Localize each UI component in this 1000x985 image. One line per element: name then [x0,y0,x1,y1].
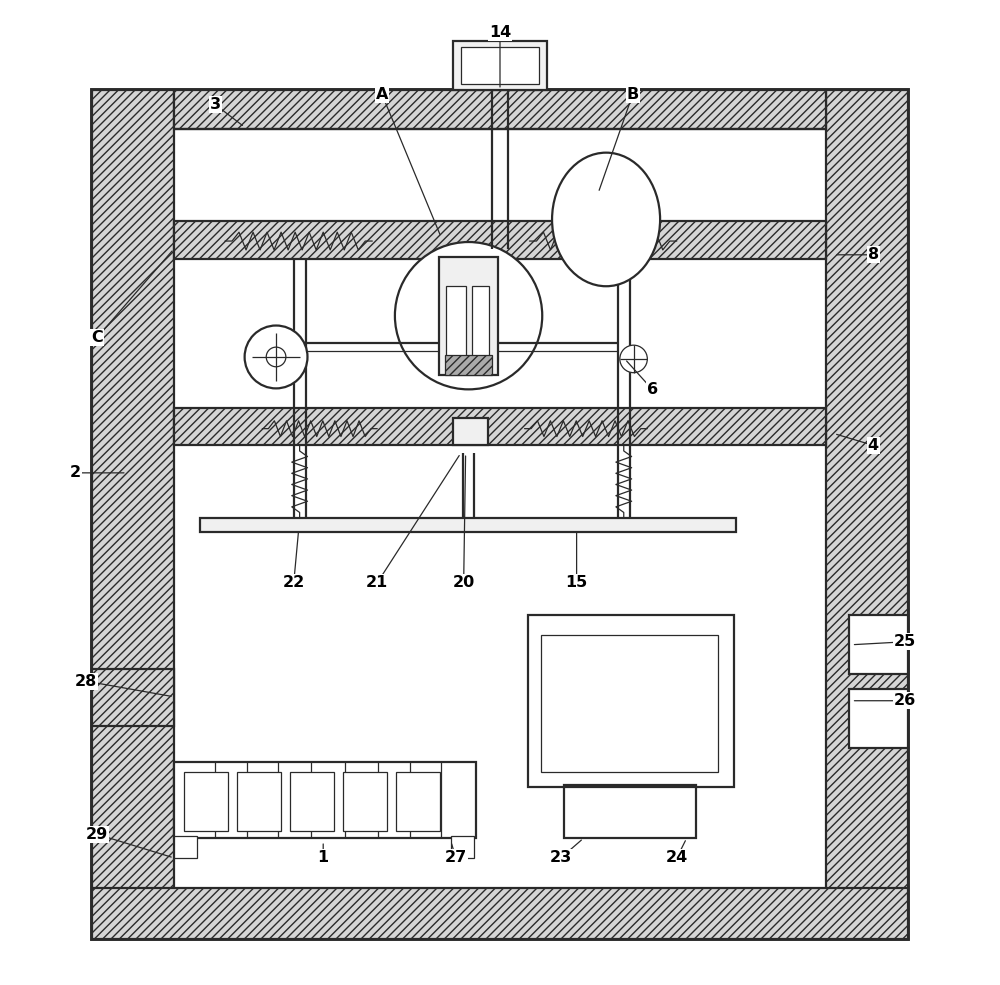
Bar [174,761,476,838]
Bar [451,836,474,858]
Bar [541,635,718,772]
Bar [174,222,826,259]
Bar [174,836,197,858]
Text: C: C [91,330,103,345]
Bar [446,287,466,357]
Text: 4: 4 [868,438,879,453]
Circle shape [620,345,647,372]
Bar [472,287,489,357]
Text: 3: 3 [210,97,221,112]
Bar [200,518,736,532]
Text: 29: 29 [86,826,108,842]
Bar [461,46,539,84]
Text: 2: 2 [70,465,81,481]
Bar [92,90,908,940]
Text: 28: 28 [74,674,97,689]
Text: 14: 14 [489,26,511,40]
Text: 26: 26 [894,693,916,708]
Text: 1: 1 [318,850,329,866]
Text: 24: 24 [666,850,688,866]
Bar [92,90,174,940]
Bar [453,40,547,90]
Bar [184,772,228,831]
Bar [849,616,908,674]
Bar [564,785,696,838]
Bar [396,772,440,831]
Text: 6: 6 [647,382,658,397]
Circle shape [245,325,307,388]
Text: 25: 25 [894,634,916,649]
Bar [849,689,908,748]
Bar [826,90,908,940]
Bar [92,888,908,940]
Bar [453,418,488,445]
Bar [343,772,387,831]
Text: B: B [626,88,639,102]
Circle shape [395,242,542,389]
Bar [92,669,174,726]
Text: 8: 8 [868,247,879,262]
Text: 22: 22 [283,575,305,590]
Text: 27: 27 [445,850,467,866]
Bar [528,616,734,787]
Bar [290,772,334,831]
Bar [439,257,498,374]
Ellipse shape [552,153,660,287]
Text: A: A [376,88,388,102]
Text: 21: 21 [366,575,388,590]
Text: 23: 23 [550,850,572,866]
Text: 20: 20 [453,575,475,590]
Bar [174,90,826,129]
Bar [445,355,492,374]
Circle shape [266,347,286,366]
Bar [237,772,281,831]
Text: 15: 15 [565,575,588,590]
Bar [174,408,826,445]
